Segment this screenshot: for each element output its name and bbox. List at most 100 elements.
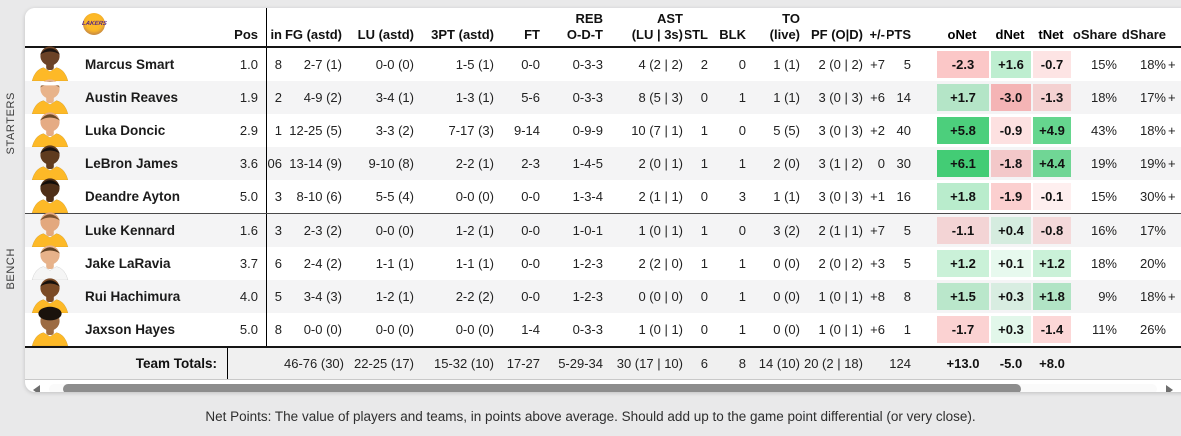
stat-ast: 0 (0 | 0) (638, 289, 683, 304)
player-cell: Jaxson Hayes 5.0 (25, 306, 267, 347)
total-reb: 5-29-34 (558, 356, 603, 371)
stat-dshare: 17% (1139, 90, 1166, 105)
stat-pm: +6 (870, 90, 885, 105)
stat-ft: 1-4 (521, 322, 540, 337)
stat-to: 2 (0) (773, 156, 800, 171)
stat-tnet: -0.8 (1033, 217, 1071, 244)
stat-stl: 1 (700, 123, 708, 138)
stat-tpt: 1-5 (1) (455, 57, 494, 72)
stat-to: 5 (5) (773, 123, 800, 138)
stat-min: 3 (274, 223, 282, 238)
player-name: Rui Hachimura (85, 289, 181, 304)
stat-extra: + (1168, 123, 1176, 138)
stat-reb: 1-2-3 (572, 256, 603, 271)
stat-ast: 10 (7 | 1) (631, 123, 683, 138)
stat-pf: 2 (0 | 2) (818, 256, 863, 271)
stat-pos: 1.6 (239, 223, 258, 238)
scroll-track[interactable] (49, 384, 1157, 392)
stat-dshare: 20% (1139, 256, 1166, 271)
stat-dshare: 18% (1139, 289, 1166, 304)
stat-dshare: 18% (1139, 123, 1166, 138)
stat-dshare: 18% (1139, 57, 1166, 72)
column-header-tnet: tNet (1038, 27, 1064, 42)
stat-fg: 4-9 (2) (303, 90, 342, 105)
stat-lu: 5-5 (4) (375, 189, 414, 204)
stat-lu: 0-0 (0) (375, 57, 414, 72)
scroll-right-button[interactable] (1166, 385, 1173, 392)
column-header-fg: FG (astd) (284, 27, 342, 42)
stat-oshare: 16% (1090, 223, 1117, 238)
stat-tnet: -0.7 (1033, 51, 1071, 78)
stat-tpt: 1-2 (1) (455, 223, 494, 238)
total-ft: 17-27 (506, 356, 540, 371)
total-tnet: +8.0 (1039, 356, 1065, 371)
stat-extra: + (1168, 57, 1176, 72)
stat-lu: 3-4 (1) (375, 90, 414, 105)
stat-pf: 3 (1 | 2) (818, 156, 863, 171)
stat-stl: 0 (700, 322, 708, 337)
stat-to: 0 (0) (773, 256, 800, 271)
stat-reb: 0-3-3 (572, 90, 603, 105)
player-name: Deandre Ayton (85, 189, 181, 204)
horizontal-scrollbar[interactable] (25, 382, 1181, 392)
stat-reb: 0-9-9 (572, 123, 603, 138)
lakers-logo-icon: LAKERS (81, 13, 107, 35)
stat-ft: 0-0 (521, 57, 540, 72)
scroll-left-button[interactable] (33, 385, 40, 392)
total-ast: 30 (17 | 10) (616, 356, 683, 371)
stat-fg: 2-3 (2) (303, 223, 342, 238)
stat-pm: +8 (870, 289, 885, 304)
total-fg: 46-76 (30) (284, 356, 344, 371)
column-header-dnet: dNet (995, 27, 1025, 42)
stat-dnet: -1.9 (991, 183, 1031, 210)
player-name: Marcus Smart (85, 57, 175, 72)
scroll-thumb[interactable] (63, 384, 1021, 392)
table-row: Luke Kennard 1.6 3 2-3 (2) 0-0 (0) 1-2 (1) 0-0… (25, 212, 1181, 248)
column-header-pos: Pos (234, 27, 258, 42)
column-header-pf: PF (O|D) (810, 27, 863, 42)
total-dnet: -5.0 (999, 356, 1023, 371)
stat-tnet: +1.2 (1033, 250, 1071, 277)
stat-pos: 5.0 (239, 322, 258, 337)
stat-extra: + (1168, 189, 1176, 204)
player-name: LeBron James (85, 156, 179, 171)
stat-reb: 1-3-4 (572, 189, 603, 204)
player-cell: Austin Reaves 1.9 (25, 79, 267, 115)
stat-dshare: 19% (1139, 156, 1166, 171)
stat-min: 8 (274, 57, 282, 72)
stat-ast: 1 (0 | 1) (638, 223, 683, 238)
column-header-lu: LU (astd) (357, 27, 414, 42)
stat-ast: 4 (2 | 2) (638, 57, 683, 72)
column-header-stl: STL (685, 27, 708, 42)
stat-ast: 2 (2 | 0) (638, 256, 683, 271)
stat-reb: 0-3-3 (572, 57, 603, 72)
total-onet: +13.0 (946, 356, 980, 371)
stat-blk: 1 (738, 256, 746, 271)
player-rows: Marcus Smart 1.0 8 2-7 (1) 0-0 (0) 1-5 (1) 0-0… (25, 46, 1181, 347)
player-cell: Marcus Smart 1.0 (25, 46, 267, 82)
header-frozen-pane: LAKERS Pos (25, 8, 267, 46)
stat-ft: 2-3 (521, 156, 540, 171)
stat-pts: 40 (896, 123, 911, 138)
stat-dnet: -1.8 (991, 150, 1031, 177)
stat-stl: 1 (700, 256, 708, 271)
stat-fg: 12-25 (5) (289, 123, 342, 138)
stat-fg: 13-14 (9) (289, 156, 342, 171)
stat-pos: 3.7 (239, 256, 258, 271)
stat-stl: 0 (700, 189, 708, 204)
stat-lu: 0-0 (0) (375, 322, 414, 337)
stat-ast: 8 (5 | 3) (638, 90, 683, 105)
stat-pm: +7 (870, 223, 885, 238)
stat-tnet: -0.1 (1033, 183, 1071, 210)
table-row: Luka Doncic 2.9 1 12-25 (5) 3-3 (2) 7-17 (3) 9… (25, 112, 1181, 148)
stat-pts: 5 (903, 256, 911, 271)
stat-ft: 0-0 (521, 189, 540, 204)
team-totals-row: Team Totals: 46-76 (30) 22-25 (17) 15-32 (… (25, 346, 1181, 380)
stat-tpt: 2-2 (2) (455, 289, 494, 304)
player-cell: Luka Doncic 2.9 (25, 112, 267, 148)
stat-pts: 14 (896, 90, 911, 105)
stat-lu: 0-0 (0) (375, 223, 414, 238)
stat-pf: 1 (0 | 1) (818, 289, 863, 304)
stat-reb: 1-4-5 (572, 156, 603, 171)
